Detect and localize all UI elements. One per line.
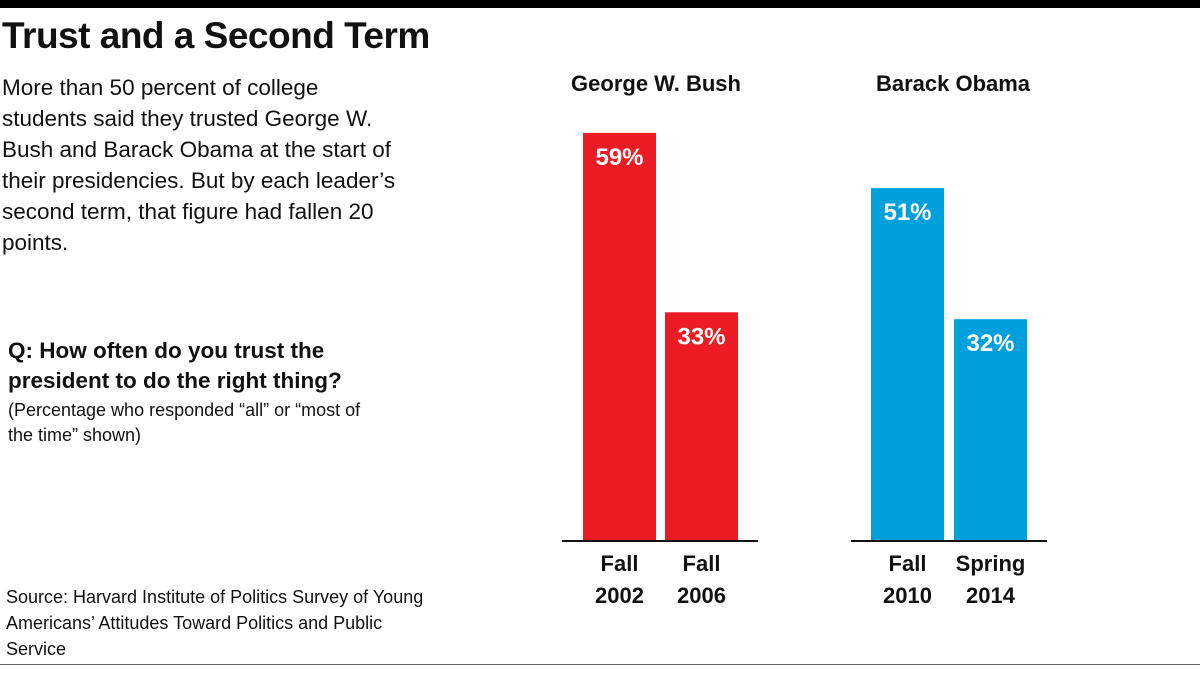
bottom-rule	[0, 664, 1200, 665]
bar	[871, 188, 944, 540]
x-tick-label: 2006	[677, 583, 726, 608]
bar	[954, 319, 1027, 540]
intro-text: More than 50 percent of college students…	[2, 75, 396, 255]
x-tick-label: 2014	[966, 583, 1016, 608]
bar	[665, 312, 738, 540]
x-tick-label: Spring	[956, 551, 1026, 576]
group-label: Barack Obama	[876, 71, 1031, 96]
chart-title: Trust and a Second Term	[2, 15, 430, 56]
bar	[583, 132, 656, 540]
x-tick-label: Fall	[683, 551, 721, 576]
survey-note: (Percentage who responded “all” or “most…	[8, 400, 361, 445]
bar-value-label: 32%	[966, 330, 1014, 357]
x-tick-label: 2010	[883, 583, 932, 608]
bar-value-label: 51%	[883, 199, 931, 226]
source-note: Source: Harvard Institute of Politics Su…	[6, 587, 424, 659]
bar-value-label: 59%	[595, 144, 643, 171]
survey-question: Q: How often do you trust the president …	[8, 338, 342, 393]
bar-value-label: 33%	[677, 323, 725, 350]
x-tick-label: 2002	[595, 583, 644, 608]
top-rule	[0, 0, 1200, 8]
group-label: George W. Bush	[571, 71, 741, 96]
x-tick-label: Fall	[889, 551, 927, 576]
x-tick-label: Fall	[601, 551, 639, 576]
